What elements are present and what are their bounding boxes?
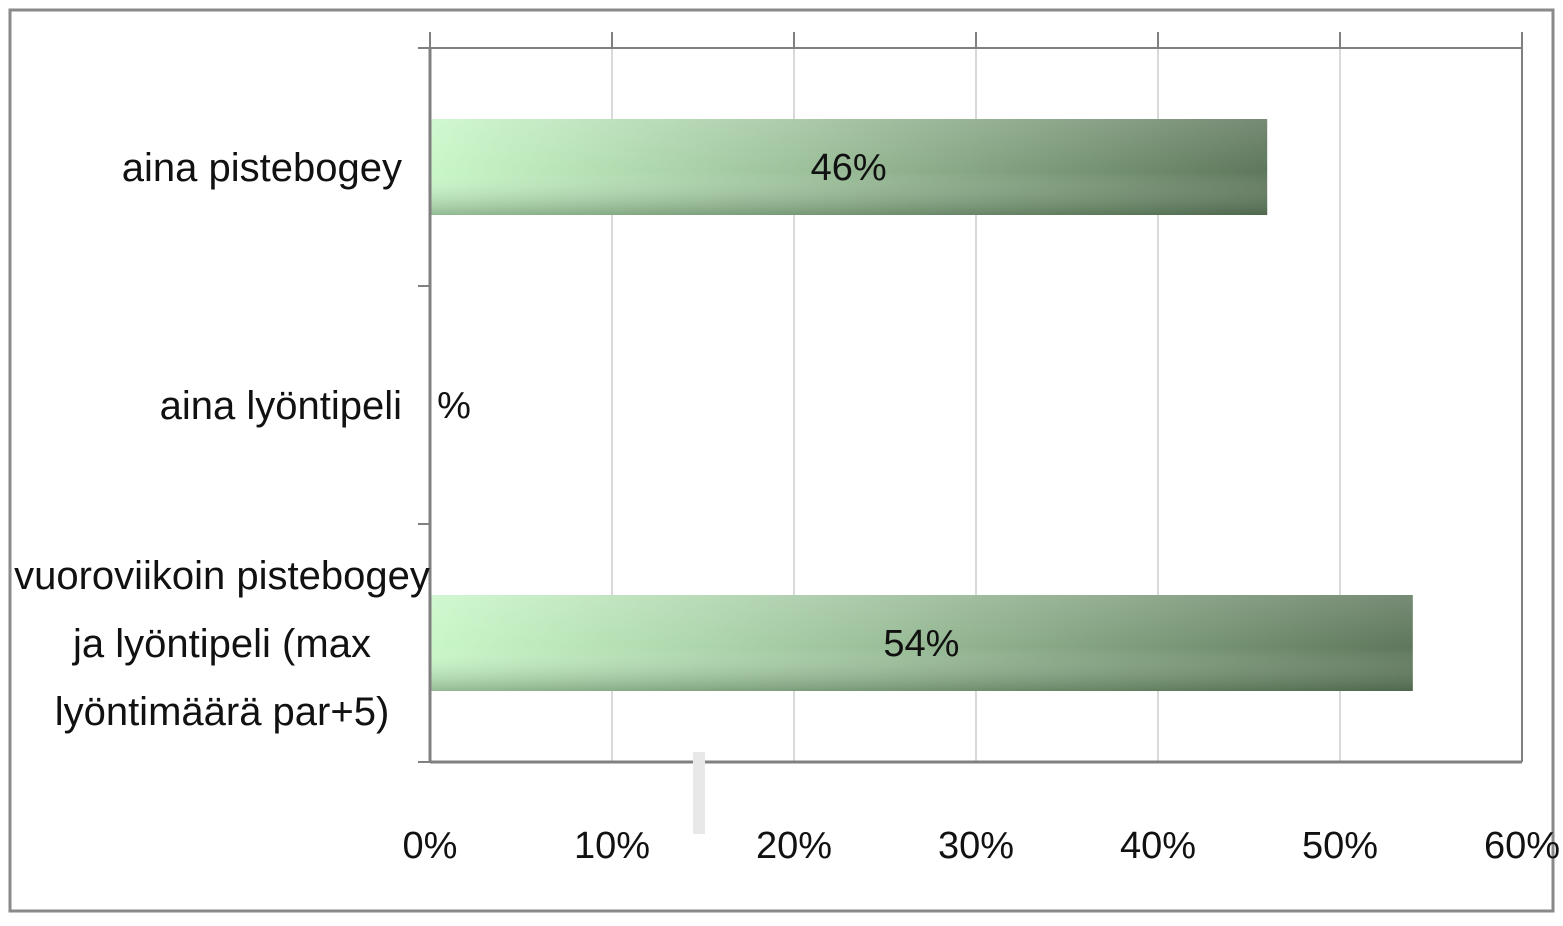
x-tick-label: 50% (1302, 825, 1378, 867)
scrollbar-stub (693, 752, 705, 834)
bar-shading (430, 119, 1268, 215)
x-tick-label: 30% (938, 825, 1014, 867)
data-label: % (437, 385, 471, 427)
x-tick-label: 20% (756, 825, 832, 867)
x-tick-label: 10% (574, 825, 650, 867)
category-label: ja lyöntipeli (max (72, 622, 371, 666)
x-tick-label: 40% (1120, 825, 1196, 867)
x-tick-label: 0% (403, 825, 458, 867)
category-label: aina lyöntipeli (160, 384, 402, 428)
data-label: 46% (811, 147, 887, 189)
category-label: vuoroviikoin pistebogey (14, 554, 430, 598)
data-label: 54% (883, 623, 959, 665)
category-label: aina pistebogey (122, 146, 402, 190)
x-tick-label: 60% (1484, 825, 1560, 867)
bar-shading (430, 595, 1413, 691)
category-label: lyöntimäärä par+5) (55, 690, 390, 734)
